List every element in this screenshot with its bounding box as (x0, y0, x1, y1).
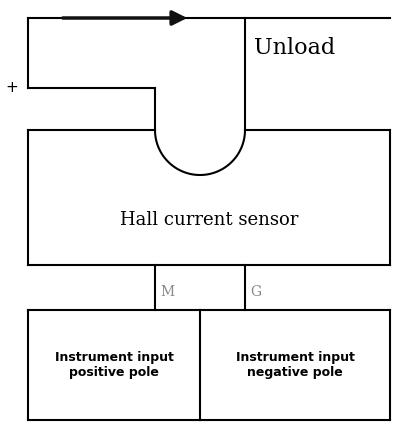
Text: Instrument input
positive pole: Instrument input positive pole (55, 351, 173, 379)
Text: Instrument input
negative pole: Instrument input negative pole (235, 351, 354, 379)
Text: M: M (160, 285, 174, 299)
Text: Hall current sensor: Hall current sensor (119, 211, 298, 229)
Text: +: + (6, 81, 18, 95)
Text: Unload: Unload (254, 37, 335, 59)
Text: G: G (249, 285, 261, 299)
